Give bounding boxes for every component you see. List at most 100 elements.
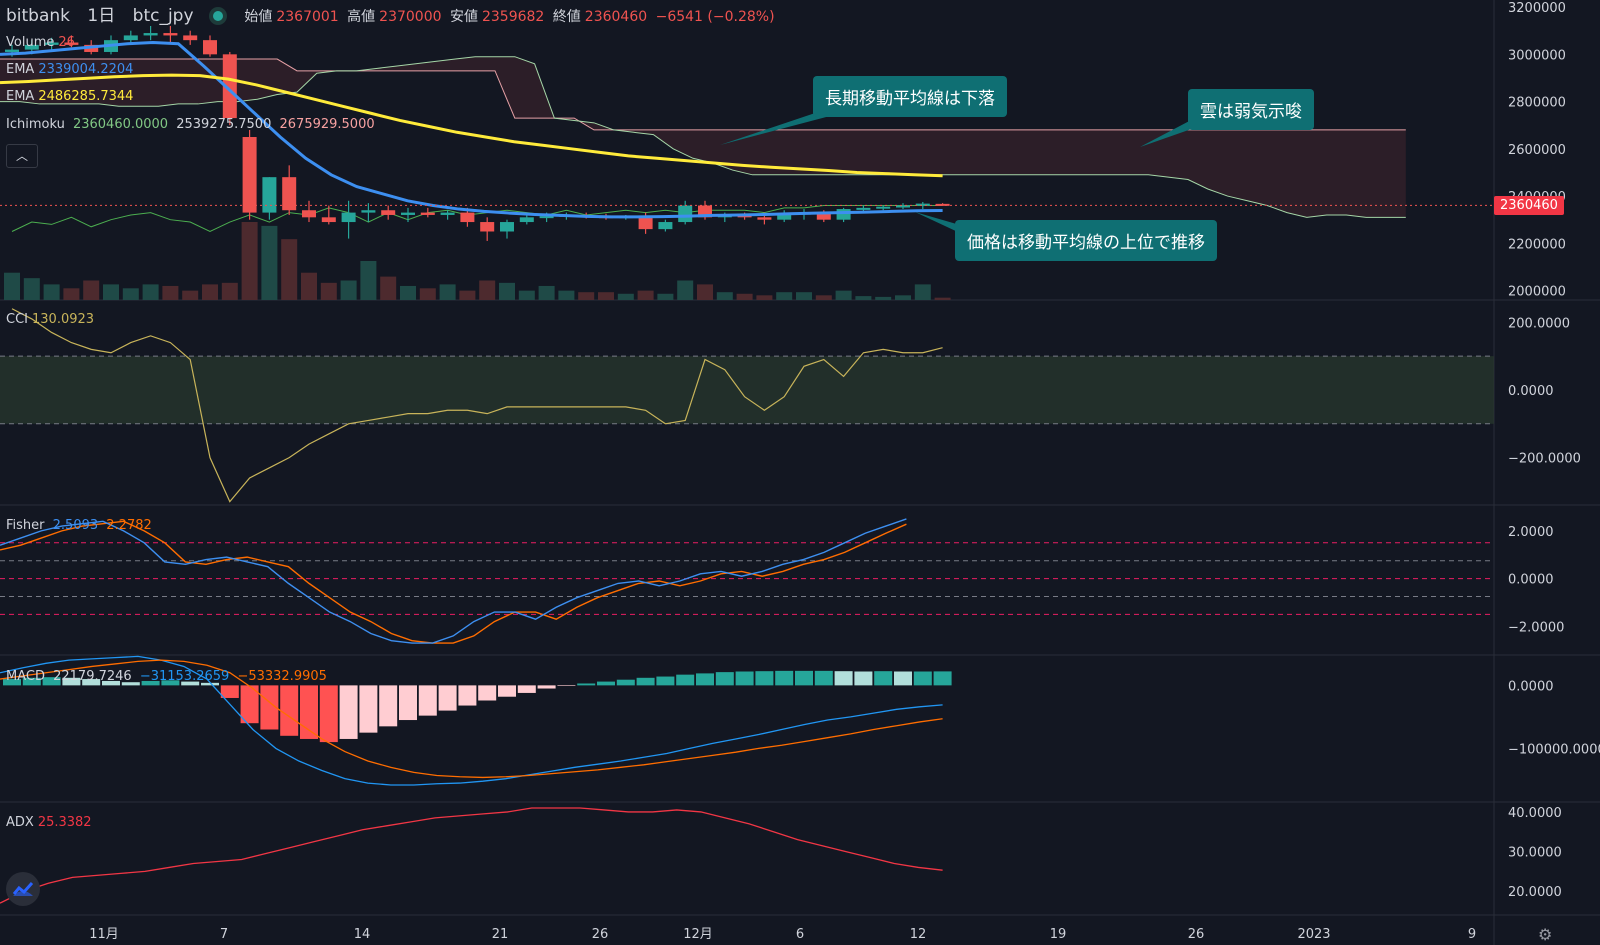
- volume-bar: [301, 272, 317, 300]
- adx-axis-tick: 30.0000: [1508, 846, 1562, 861]
- candle-body: [381, 210, 396, 215]
- macd-histogram-bar: [300, 685, 318, 739]
- cci-legend[interactable]: CCI 130.0923: [6, 312, 98, 328]
- price-axis-tick: 2200000: [1508, 237, 1566, 252]
- candle-body: [638, 216, 653, 230]
- macd-histogram-bar: [616, 679, 635, 686]
- ichimoku-value-3: 2675929.5000: [279, 117, 375, 132]
- volume-bar: [439, 284, 456, 300]
- macd-histogram-bar: [181, 681, 200, 686]
- volume-bar: [855, 296, 872, 300]
- macd-signal-line: [0, 659, 943, 779]
- fisher-axis-tick: −2.0000: [1508, 620, 1564, 635]
- ema2-legend[interactable]: EMA 2486285.7344: [6, 89, 137, 105]
- macd-label: MACD: [6, 669, 45, 684]
- macd-histogram-bar: [557, 685, 576, 686]
- candle-body: [321, 217, 336, 223]
- fisher-value-2: 2.2782: [106, 518, 152, 533]
- candle-body: [915, 203, 930, 206]
- macd-histogram-bar: [715, 672, 734, 686]
- candle-body: [24, 44, 39, 50]
- macd-histogram-bar: [42, 677, 61, 686]
- volume-bar: [459, 290, 476, 300]
- macd-histogram-bar: [834, 671, 853, 686]
- volume-label: Volume: [6, 35, 55, 50]
- volume-bar: [558, 290, 575, 300]
- candle-body: [123, 35, 138, 41]
- macd-histogram-bar: [537, 685, 556, 689]
- adx-legend[interactable]: ADX 25.3382: [6, 815, 96, 831]
- macd-histogram-bar: [3, 679, 21, 686]
- volume-bar: [736, 293, 753, 300]
- macd-histogram-bar: [814, 670, 833, 686]
- symbol[interactable]: btc_jpy: [132, 6, 194, 26]
- ichimoku-legend[interactable]: Ichimoku 2360460.0000 2539275.7500 26759…: [6, 117, 379, 133]
- macd-histogram-bar: [141, 680, 160, 686]
- volume-bar: [776, 292, 793, 300]
- live-dot-icon: [212, 11, 223, 21]
- volume-legend[interactable]: Volume 26: [6, 35, 79, 51]
- volume-bar: [83, 280, 100, 300]
- macd-histogram-bar: [339, 685, 358, 739]
- fisher-label: Fisher: [6, 518, 45, 533]
- ema-fast-line: [0, 41, 943, 219]
- macd-line: [0, 655, 943, 786]
- time-axis-tick: 26: [1188, 927, 1205, 942]
- volume-bar: [261, 225, 278, 300]
- candle-body: [163, 33, 178, 36]
- volume-bar: [578, 292, 595, 300]
- callout-cloud-weak[interactable]: 雲は弱気示唆: [1188, 89, 1314, 130]
- volume-bar: [835, 290, 852, 300]
- candle-body: [64, 42, 79, 45]
- time-axis-tick: 21: [492, 927, 509, 942]
- macd-histogram-bar: [735, 671, 754, 686]
- time-axis-tick: 12: [910, 927, 927, 942]
- adx-axis-tick: 20.0000: [1508, 885, 1562, 900]
- low-value: 2359682: [481, 9, 545, 25]
- volume-bar: [281, 239, 298, 300]
- callout-price-above[interactable]: 価格は移動平均線の上位で推移: [955, 220, 1217, 261]
- candle-body: [896, 205, 910, 208]
- time-axis-tick: 9: [1468, 927, 1476, 942]
- cci-label: CCI: [6, 312, 28, 327]
- adx-line: [0, 807, 943, 904]
- macd-legend[interactable]: MACD 22179.7246 −31153.2659 −53332.9905: [6, 669, 331, 685]
- macd-value-1: 22179.7246: [53, 669, 132, 684]
- volume-bar: [617, 293, 634, 300]
- volume-bar: [598, 292, 614, 300]
- candle-body: [698, 205, 712, 218]
- ichimoku-lagging-line: [11, 205, 943, 233]
- volume-bar: [23, 278, 40, 300]
- collapse-legend-button[interactable]: ︿: [6, 144, 38, 168]
- macd-histogram-bar: [696, 673, 714, 686]
- volume-bar: [499, 282, 515, 300]
- volume-bar: [756, 295, 773, 300]
- fisher-line: [0, 518, 907, 644]
- callout-ema-down[interactable]: 長期移動平均線は下落: [813, 76, 1007, 117]
- volume-bar: [934, 297, 951, 300]
- ema1-legend[interactable]: EMA 2339004.2204: [6, 62, 137, 78]
- tradingview-logo-icon[interactable]: [6, 872, 40, 906]
- volume-bar: [122, 288, 139, 300]
- ema1-label: EMA: [6, 62, 35, 77]
- exchange-name[interactable]: bitbank: [6, 6, 71, 26]
- macd-histogram-bar: [775, 670, 794, 686]
- macd-histogram-bar: [933, 671, 952, 686]
- fisher-trigger-line: [0, 520, 907, 644]
- fisher-legend[interactable]: Fisher 2.5093 2.2782: [6, 518, 156, 534]
- cci-axis-tick: −200.0000: [1508, 452, 1581, 467]
- price-axis-tick: 2800000: [1508, 96, 1566, 111]
- interval[interactable]: 1日: [87, 6, 116, 26]
- candle-body: [302, 210, 316, 218]
- ema-slow-line: [0, 73, 943, 178]
- adx-label: ADX: [6, 815, 34, 830]
- macd-histogram-bar: [676, 674, 695, 686]
- callout-pointer: [1140, 118, 1200, 147]
- macd-histogram-bar: [260, 685, 279, 730]
- candle-body: [658, 222, 673, 230]
- settings-gear-icon[interactable]: ⚙: [1538, 925, 1553, 944]
- price-axis-tick: 2000000: [1508, 285, 1566, 300]
- macd-histogram-bar: [240, 685, 259, 724]
- volume-bar: [103, 284, 119, 300]
